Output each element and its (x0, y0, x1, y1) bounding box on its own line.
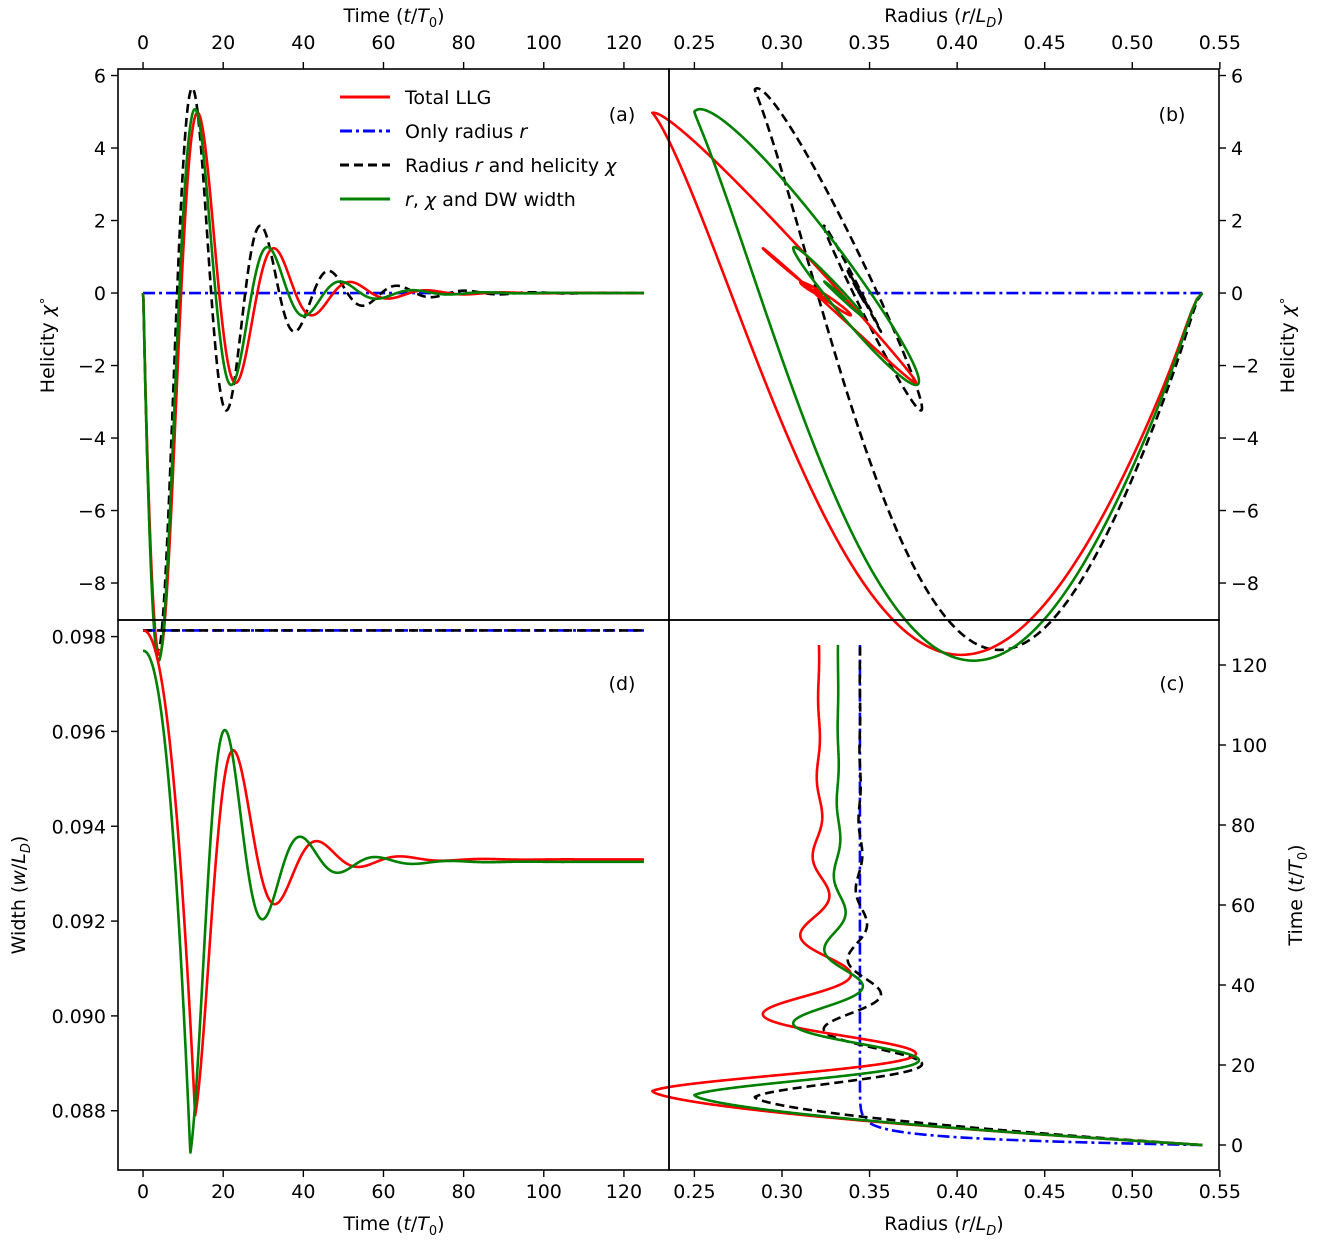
helicity-tick-label-right: 6 (1231, 66, 1243, 88)
time-tick-label-bottom: 100 (526, 1181, 562, 1203)
time-tick-label-right: 120 (1231, 655, 1267, 677)
legend-label-only-radius: Only radius r (405, 121, 528, 143)
bottom-right-radius-label: Radius (r/LD) (884, 1213, 1003, 1239)
panel-c-label: (c) (1159, 673, 1184, 695)
legend-label-r-chi-width: r, χ and DW width (405, 189, 576, 211)
time-tick-label-top: 40 (291, 32, 315, 54)
helicity-tick-label-left: 6 (94, 66, 106, 88)
radius-tick-label-bottom: 0.40 (936, 1181, 978, 1203)
helicity-tick-label-left: −4 (78, 428, 106, 450)
width-tick-label: 0.094 (52, 816, 106, 838)
panel-d-label: (d) (609, 673, 636, 695)
helicity-tick-label-right: −2 (1231, 356, 1259, 378)
panel-c-curves (651, 644, 1203, 1147)
width-tick-label: 0.096 (52, 721, 106, 743)
panel-c-series-total-llg (651, 644, 1203, 1147)
time-tick-label-right: 40 (1231, 975, 1255, 997)
time-tick-label-bottom: 0 (137, 1181, 149, 1203)
time-tick-label-right: 100 (1231, 735, 1267, 757)
radius-tick-label-top: 0.40 (936, 32, 978, 54)
helicity-tick-label-right: −8 (1231, 573, 1259, 595)
helicity-tick-label-right: −4 (1231, 428, 1259, 450)
time-tick-label-top: 20 (211, 32, 235, 54)
radius-tick-label-top: 0.25 (673, 32, 715, 54)
time-tick-label-top: 60 (371, 32, 395, 54)
panel-a-label: (a) (609, 104, 635, 126)
width-tick-label: 0.088 (52, 1101, 106, 1123)
time-tick-label-bottom: 120 (606, 1181, 642, 1203)
right-time-label: Time (t/T0) (1285, 844, 1311, 946)
helicity-tick-label-left: −8 (78, 573, 106, 595)
time-tick-label-right: 0 (1231, 1135, 1243, 1157)
helicity-tick-label-right: 0 (1231, 283, 1243, 305)
helicity-tick-label-right: −6 (1231, 501, 1259, 523)
radius-tick-label-bottom: 0.30 (761, 1181, 803, 1203)
radius-tick-label-top: 0.45 (1024, 32, 1066, 54)
time-tick-label-top: 100 (526, 32, 562, 54)
top-right-radius-label: Radius (r/LD) (884, 5, 1003, 31)
panel-b-series-r-chi-width (693, 107, 1204, 662)
radius-tick-label-bottom: 0.25 (673, 1181, 715, 1203)
radius-tick-label-bottom: 0.35 (848, 1181, 890, 1203)
time-tick-label-top: 80 (452, 32, 476, 54)
panel-d-series-r-chi-width (142, 649, 645, 1154)
width-tick-label: 0.098 (52, 627, 106, 649)
panel-b-label: (b) (1159, 104, 1186, 126)
radius-tick-label-bottom: 0.55 (1199, 1181, 1241, 1203)
panel-a-curves (141, 87, 645, 662)
panel-d-curves (142, 629, 645, 1154)
bottom-left-time-label: Time (t/T0) (342, 1213, 444, 1239)
time-tick-label-right: 20 (1231, 1055, 1255, 1077)
panel-b-curves (651, 87, 1204, 662)
panel-c-frame (668, 619, 1220, 1171)
helicity-tick-label-left: 4 (94, 138, 106, 160)
helicity-tick-label-left: −2 (78, 356, 106, 378)
time-tick-label-top: 0 (137, 32, 149, 54)
legend-label-total-llg: Total LLG (404, 87, 491, 109)
time-tick-label-bottom: 20 (211, 1181, 235, 1203)
panel-b-series-radius-helicity (753, 87, 1204, 652)
helicity-tick-label-left: 2 (94, 211, 106, 233)
radius-tick-label-bottom: 0.50 (1111, 1181, 1153, 1203)
helicity-tick-label-right: 4 (1231, 138, 1243, 160)
right-helicity-label: Helicity χ∘ (1275, 297, 1299, 393)
left-width-label: Width (w/LD) (8, 836, 34, 955)
panel-c-series-r-chi-width (693, 644, 1203, 1147)
time-tick-label-top: 120 (606, 32, 642, 54)
helicity-tick-label-left: −6 (78, 501, 106, 523)
radius-tick-label-top: 0.55 (1199, 32, 1241, 54)
radius-tick-label-top: 0.30 (761, 32, 803, 54)
legend-label-radius-helicity: Radius r and helicity χ (405, 155, 617, 177)
panel-d-series-total-llg (142, 629, 645, 1117)
axis-ticks: 0020204040606080801001001201200.250.250.… (52, 32, 1268, 1203)
time-tick-label-right: 60 (1231, 895, 1255, 917)
legend: Total LLG Only radius r Radius r and hel… (340, 87, 617, 211)
time-tick-label-right: 80 (1231, 815, 1255, 837)
panel-c-series-only-radius (858, 644, 1203, 1147)
helicity-tick-label-left: 0 (94, 283, 106, 305)
left-helicity-label: Helicity χ∘ (35, 297, 59, 393)
width-tick-label: 0.092 (52, 911, 106, 933)
radius-tick-label-top: 0.35 (848, 32, 890, 54)
time-tick-label-bottom: 60 (371, 1181, 395, 1203)
width-tick-label: 0.090 (52, 1006, 106, 1028)
top-left-time-label: Time (t/T0) (342, 5, 444, 31)
time-tick-label-bottom: 80 (452, 1181, 476, 1203)
radius-tick-label-top: 0.50 (1111, 32, 1153, 54)
helicity-tick-label-right: 2 (1231, 211, 1243, 233)
radius-tick-label-bottom: 0.45 (1024, 1181, 1066, 1203)
panel-a-series-r-chi-width (141, 107, 645, 662)
time-tick-label-bottom: 40 (291, 1181, 315, 1203)
